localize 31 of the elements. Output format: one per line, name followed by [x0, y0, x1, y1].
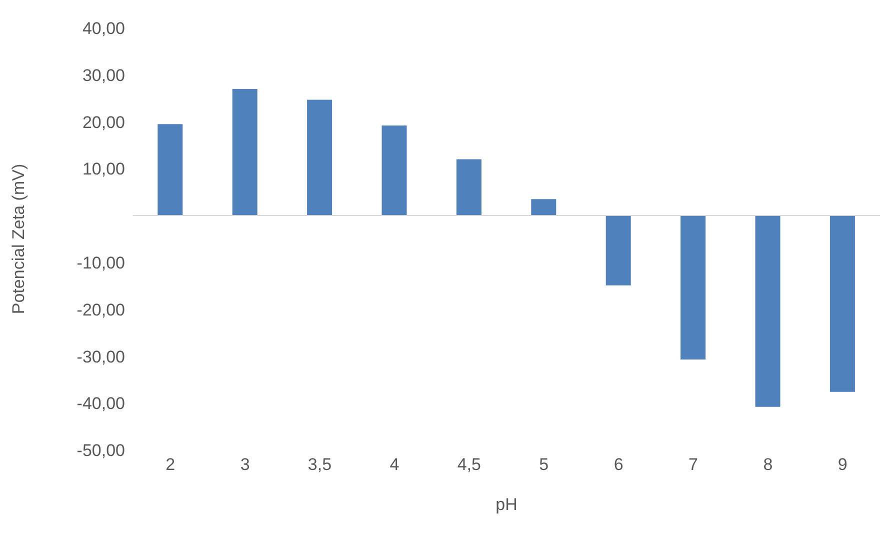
y-tick-label: -30,00	[76, 347, 125, 366]
x-axis-title: pH	[496, 495, 518, 514]
y-tick-label: -20,00	[76, 300, 125, 320]
x-tick-label: 8	[763, 455, 773, 474]
x-tick-label: 6	[614, 455, 624, 474]
y-tick-label: 20,00	[82, 112, 125, 132]
y-tick-label: 40,00	[82, 19, 125, 38]
x-tick-label: 3	[240, 455, 250, 474]
x-tick-label: 9	[838, 455, 848, 474]
bar	[755, 216, 780, 407]
y-tick-label: -50,00	[76, 441, 125, 460]
bar	[158, 124, 183, 216]
bar	[232, 88, 258, 216]
y-tick-label: -40,00	[76, 394, 125, 414]
x-tick-label: 3,5	[308, 455, 332, 474]
y-tick-label: 30,00	[82, 66, 125, 85]
y-tick-label: -10,00	[76, 253, 125, 272]
bar	[680, 216, 706, 360]
x-tick-label: 7	[688, 455, 698, 474]
bar	[382, 126, 407, 216]
x-tick-label: 4,5	[457, 455, 481, 474]
bar	[830, 216, 855, 392]
bar	[531, 199, 556, 216]
bar	[307, 100, 332, 216]
bar	[456, 159, 482, 216]
y-axis-title: Potencial Zeta (mV)	[9, 164, 28, 314]
bar	[606, 216, 631, 286]
x-tick-label: 5	[539, 455, 549, 474]
y-tick-label: 10,00	[82, 160, 125, 179]
x-tick-label: 4	[390, 455, 400, 474]
x-tick-label: 2	[166, 455, 176, 474]
